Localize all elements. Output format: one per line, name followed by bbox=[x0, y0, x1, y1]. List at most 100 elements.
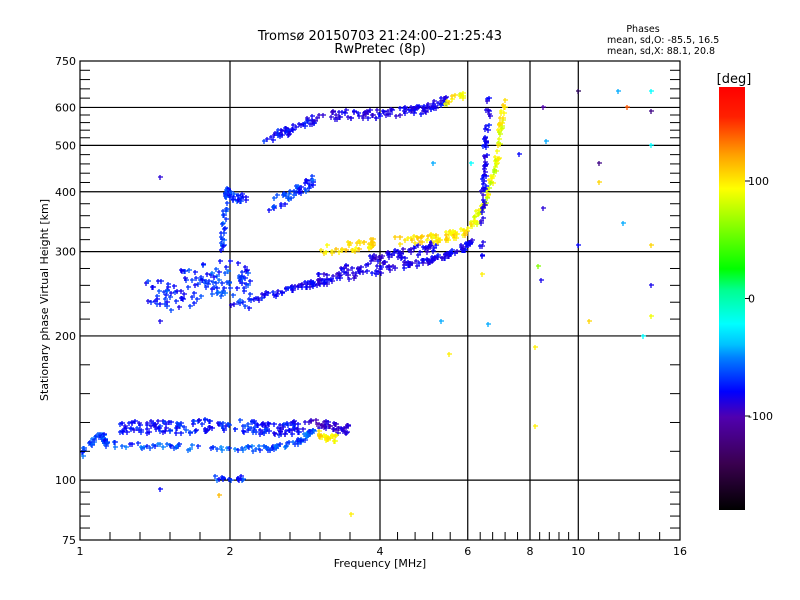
data-point bbox=[291, 288, 296, 293]
data-point bbox=[389, 107, 394, 112]
data-point bbox=[148, 446, 153, 451]
data-point bbox=[415, 235, 420, 240]
data-point bbox=[272, 422, 277, 427]
data-point bbox=[190, 278, 195, 283]
data-point bbox=[306, 119, 311, 124]
data-point bbox=[229, 303, 234, 308]
data-point bbox=[264, 427, 269, 432]
data-point bbox=[487, 123, 492, 128]
data-point bbox=[346, 240, 351, 245]
data-point bbox=[541, 105, 546, 110]
data-point bbox=[344, 108, 349, 113]
data-point bbox=[346, 268, 351, 273]
data-point bbox=[264, 290, 269, 295]
data-point bbox=[246, 271, 251, 276]
data-point bbox=[156, 442, 161, 447]
data-point bbox=[436, 253, 441, 258]
data-point bbox=[369, 259, 374, 264]
data-point bbox=[483, 127, 488, 132]
data-point bbox=[177, 442, 182, 447]
data-point bbox=[423, 246, 428, 251]
data-point bbox=[332, 421, 337, 426]
x-tick-label: 2 bbox=[227, 545, 234, 558]
data-point bbox=[250, 419, 255, 424]
data-point bbox=[439, 99, 444, 104]
data-point bbox=[256, 423, 261, 428]
data-point bbox=[286, 286, 291, 291]
data-point bbox=[192, 291, 197, 296]
data-point bbox=[247, 306, 252, 311]
data-point bbox=[183, 276, 188, 281]
data-point bbox=[205, 272, 210, 277]
data-point bbox=[297, 187, 302, 192]
data-point bbox=[481, 216, 486, 221]
data-point bbox=[370, 271, 375, 276]
data-point bbox=[296, 285, 301, 290]
data-point bbox=[239, 275, 244, 280]
data-point bbox=[361, 116, 366, 121]
data-point bbox=[393, 235, 398, 240]
data-point bbox=[463, 233, 468, 238]
data-point bbox=[215, 447, 220, 452]
data-point bbox=[375, 264, 380, 269]
data-point bbox=[201, 262, 206, 267]
data-point bbox=[243, 424, 248, 429]
data-point bbox=[236, 476, 241, 481]
data-point bbox=[403, 105, 408, 110]
data-point bbox=[453, 93, 458, 98]
data-point bbox=[387, 264, 392, 269]
data-point bbox=[379, 265, 384, 270]
data-point bbox=[199, 294, 204, 299]
data-point bbox=[261, 421, 266, 426]
data-point bbox=[621, 221, 626, 226]
data-point bbox=[203, 417, 208, 422]
data-point bbox=[335, 117, 340, 122]
data-point bbox=[283, 432, 288, 437]
data-point bbox=[129, 426, 134, 431]
data-point bbox=[483, 170, 488, 175]
data-point bbox=[233, 427, 238, 432]
data-point bbox=[251, 449, 256, 454]
data-point bbox=[397, 252, 402, 257]
data-point bbox=[268, 448, 273, 453]
data-point bbox=[384, 113, 389, 118]
data-point bbox=[484, 124, 489, 129]
data-point bbox=[235, 286, 240, 291]
data-point bbox=[151, 421, 156, 426]
data-point bbox=[483, 155, 488, 160]
data-point bbox=[354, 271, 359, 276]
data-point bbox=[368, 254, 373, 259]
data-point bbox=[274, 294, 279, 299]
data-point bbox=[369, 237, 374, 242]
data-point bbox=[299, 439, 304, 444]
axis-ticks: 1 2 4 6 8 10 16 75 100 200 300 400 500 600 750 bbox=[55, 55, 687, 558]
data-point bbox=[459, 227, 464, 232]
y-tick-label: 400 bbox=[55, 186, 76, 199]
data-point bbox=[130, 442, 135, 447]
data-point bbox=[287, 428, 292, 433]
data-point bbox=[224, 217, 229, 222]
data-point bbox=[544, 139, 549, 144]
data-point bbox=[291, 123, 296, 128]
colorbar-label: [deg] bbox=[717, 72, 752, 87]
data-point bbox=[175, 426, 180, 431]
data-point bbox=[190, 295, 195, 300]
data-point bbox=[340, 267, 345, 272]
data-point bbox=[291, 423, 296, 428]
data-point bbox=[432, 240, 437, 245]
data-point bbox=[124, 445, 129, 450]
data-point bbox=[330, 110, 335, 115]
data-point bbox=[317, 281, 322, 286]
data-point bbox=[470, 238, 475, 243]
data-point bbox=[347, 277, 352, 282]
data-point bbox=[421, 106, 426, 111]
data-point bbox=[303, 121, 308, 126]
data-point bbox=[317, 272, 322, 277]
data-point bbox=[398, 113, 403, 118]
data-point bbox=[344, 263, 349, 268]
data-point bbox=[232, 192, 237, 197]
data-point bbox=[193, 283, 198, 288]
data-point bbox=[536, 264, 541, 269]
data-point bbox=[293, 442, 298, 447]
